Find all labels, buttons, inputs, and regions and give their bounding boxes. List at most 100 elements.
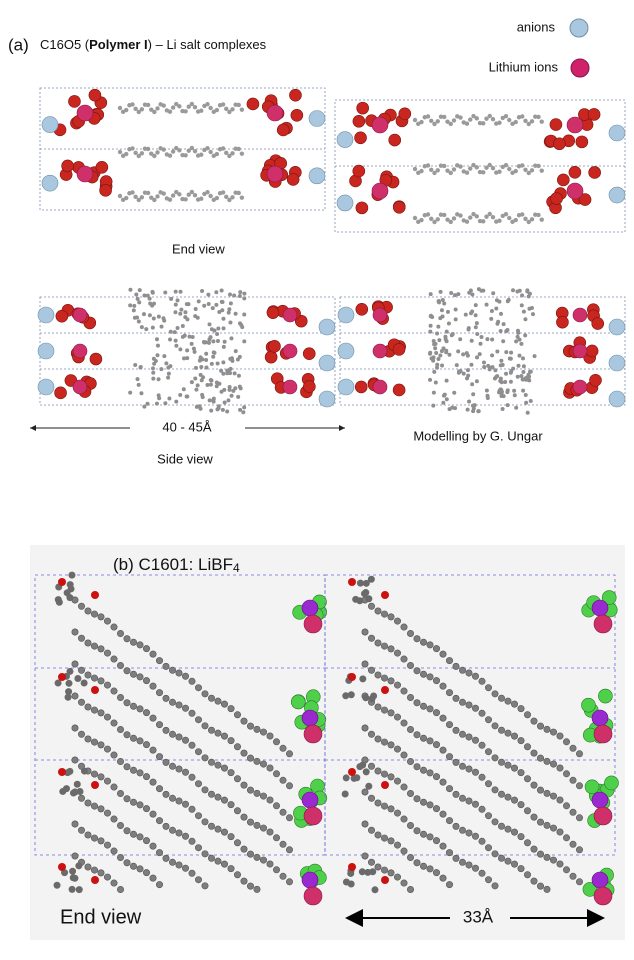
- atom: [428, 378, 432, 382]
- atom: [238, 290, 242, 294]
- atom: [491, 365, 495, 369]
- atom: [150, 843, 156, 849]
- atom: [189, 838, 195, 844]
- atom: [78, 667, 84, 673]
- atom: [260, 729, 266, 735]
- atom: [444, 337, 448, 341]
- atom: [221, 317, 225, 321]
- atom: [237, 374, 241, 378]
- atom: [527, 307, 531, 311]
- atom: [455, 363, 459, 367]
- atom: [359, 675, 366, 682]
- atom: [221, 372, 225, 376]
- atom: [441, 401, 445, 405]
- atom: [193, 376, 197, 380]
- atom: [490, 353, 494, 357]
- atom: [381, 686, 389, 694]
- atom: [173, 310, 177, 314]
- atom: [342, 692, 349, 699]
- atom: [557, 765, 563, 771]
- atom: [156, 753, 162, 759]
- atom: [104, 618, 110, 624]
- atom: [381, 771, 387, 777]
- atom: [482, 365, 486, 369]
- atom: [156, 721, 162, 727]
- atom: [352, 596, 359, 603]
- atom: [260, 761, 266, 767]
- atom: [124, 764, 130, 770]
- atom: [493, 368, 497, 372]
- atom: [54, 882, 61, 889]
- atom: [260, 825, 266, 831]
- atom: [146, 402, 150, 406]
- credit: Modelling by G. Ungar: [413, 428, 543, 443]
- atom: [200, 378, 204, 382]
- atom: [498, 791, 504, 797]
- atom: [544, 854, 550, 860]
- atom: [556, 316, 568, 328]
- atom: [576, 815, 582, 821]
- atom: [91, 876, 99, 884]
- atom: [142, 312, 146, 316]
- atom: [388, 774, 394, 780]
- atom: [73, 380, 87, 394]
- atom: [137, 383, 141, 387]
- atom: [156, 689, 162, 695]
- atom: [137, 834, 143, 840]
- atom: [433, 677, 439, 683]
- atom: [223, 340, 227, 344]
- atom: [302, 792, 318, 808]
- atom: [214, 290, 218, 294]
- atom: [211, 306, 215, 310]
- atom: [479, 742, 485, 748]
- atom: [230, 107, 234, 111]
- atom: [155, 194, 159, 198]
- atom: [169, 731, 175, 737]
- atom: [155, 150, 159, 154]
- atom: [230, 151, 234, 155]
- atom: [437, 338, 441, 342]
- atom: [311, 779, 325, 793]
- atom: [277, 124, 289, 136]
- atom: [440, 811, 446, 817]
- atom: [537, 787, 543, 793]
- atom: [227, 307, 231, 311]
- atom: [150, 683, 156, 689]
- atom: [111, 720, 117, 726]
- atom: [373, 308, 387, 322]
- atom: [56, 599, 63, 606]
- atom: [492, 787, 498, 793]
- atom: [104, 842, 110, 848]
- atom: [467, 291, 471, 295]
- atom: [511, 797, 517, 803]
- atom: [202, 340, 206, 344]
- atom: [182, 833, 188, 839]
- atom: [498, 759, 504, 765]
- atom: [193, 105, 197, 109]
- atom: [451, 332, 455, 336]
- atom: [513, 393, 517, 397]
- atom: [286, 847, 292, 853]
- atom: [498, 823, 504, 829]
- atom: [240, 151, 244, 155]
- atom: [273, 803, 279, 809]
- atom: [210, 327, 214, 331]
- atom: [440, 308, 444, 312]
- atom: [208, 398, 212, 402]
- atom: [492, 851, 498, 857]
- atom: [223, 401, 227, 405]
- atom: [550, 761, 556, 767]
- atom: [592, 792, 608, 808]
- atom: [492, 691, 498, 697]
- atom: [544, 886, 550, 892]
- atom: [155, 106, 159, 110]
- atom: [592, 710, 608, 726]
- atom: [504, 163, 508, 167]
- atom: [514, 120, 518, 124]
- atom: [429, 324, 433, 328]
- atom: [359, 762, 366, 769]
- atom: [254, 790, 260, 796]
- atom: [509, 357, 513, 361]
- atom: [208, 695, 214, 701]
- atom: [576, 136, 588, 148]
